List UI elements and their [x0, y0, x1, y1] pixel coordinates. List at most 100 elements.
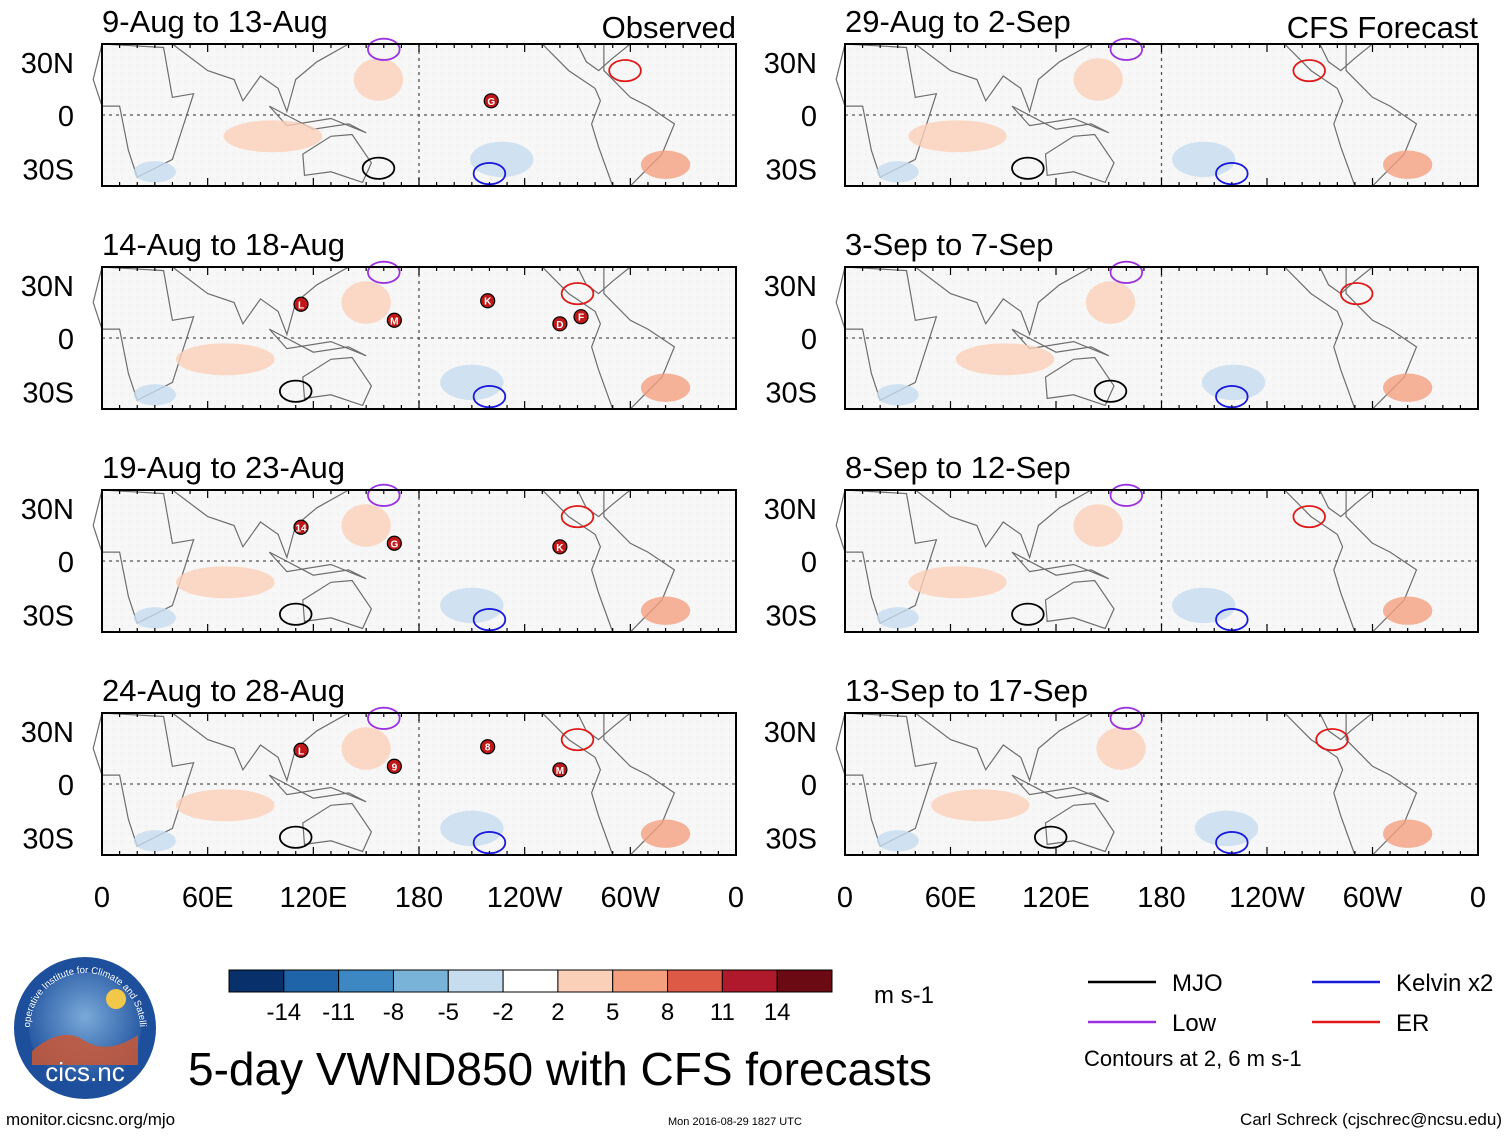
- contour-er: [560, 728, 595, 752]
- storm-marker: 8: [480, 739, 496, 755]
- storm-marker: M: [386, 312, 402, 328]
- anomaly-shading: [640, 819, 691, 848]
- colorbar-swatch: [447, 969, 504, 993]
- contour-note: Contours at 2, 6 m s-1: [1084, 1046, 1302, 1071]
- coastline: [170, 712, 351, 783]
- legend-label: Low: [1172, 1010, 1217, 1037]
- colorbar-label: 14: [764, 999, 791, 1026]
- coastline: [170, 266, 351, 337]
- x-tick-label: 0: [94, 882, 110, 914]
- colorbar-swatch: [612, 969, 669, 993]
- anomaly-shading: [1096, 727, 1146, 770]
- colorbar-label: -5: [438, 999, 459, 1026]
- x-tick-label: 180: [395, 882, 443, 914]
- y-tick-label: 0: [58, 324, 74, 356]
- y-tick-label: 0: [58, 770, 74, 802]
- storm-marker: F: [573, 309, 589, 325]
- x-tick-label: 60E: [182, 882, 234, 914]
- colorbar-swatch: [557, 969, 614, 993]
- anomaly-shading: [1383, 596, 1433, 625]
- coastline: [268, 551, 367, 580]
- y-tick-label: 30S: [765, 154, 817, 186]
- storm-label: F: [578, 313, 584, 324]
- contour-er: [608, 59, 642, 83]
- contour-mjo: [361, 156, 396, 180]
- panel-left-0: G 9-Aug to 13-Aug: [92, 4, 737, 187]
- anomaly-shading: [1172, 587, 1236, 624]
- coastline: [268, 328, 367, 357]
- colorbar-swatch: [776, 969, 833, 993]
- anomaly-shading: [1383, 373, 1433, 402]
- storm-marker: G: [483, 93, 499, 109]
- y-tick-label: 0: [58, 547, 74, 579]
- y-tick-label: 30N: [21, 717, 74, 749]
- anomaly-shading: [1073, 504, 1123, 547]
- cics-logo: Cooperative Institute for Climate and Sa…: [9, 947, 158, 1101]
- colorbar-label: -2: [492, 999, 513, 1026]
- y-tick-label: 30S: [765, 823, 817, 855]
- colorbar-swatch: [228, 969, 285, 993]
- anomaly-shading: [931, 789, 1030, 822]
- storm-label: L: [298, 300, 304, 311]
- coastline: [913, 266, 1094, 337]
- colorbar-label: 8: [661, 999, 674, 1026]
- anomaly-shading: [341, 281, 391, 324]
- storm-marker: M: [552, 762, 568, 778]
- anomaly-shading: [640, 596, 691, 625]
- anomaly-shading: [1172, 141, 1236, 178]
- anomaly-shading: [908, 566, 1007, 599]
- panel-period-title: 14-Aug to 18-Aug: [102, 227, 345, 262]
- colorbar-swatch: [283, 969, 340, 993]
- anomaly-shading: [1194, 810, 1259, 847]
- colorbar-label: -14: [266, 999, 301, 1026]
- x-tick-label: 120W: [1229, 882, 1305, 914]
- contour-low: [1109, 37, 1144, 61]
- coastline: [913, 489, 1094, 560]
- contour-mjo: [278, 602, 313, 626]
- anomaly-shading: [908, 120, 1007, 153]
- storm-marker: K: [480, 293, 496, 309]
- anomaly-shading: [440, 364, 504, 401]
- colorbar-swatch: [721, 969, 778, 993]
- anomaly-shading: [133, 607, 176, 629]
- y-tick-label: 30N: [764, 271, 817, 303]
- anomaly-shading: [1201, 364, 1266, 401]
- anomaly-shading: [133, 384, 176, 406]
- footer-timestamp: Mon 2016-08-29 1827 UTC: [668, 1116, 802, 1128]
- coastline: [170, 43, 351, 114]
- x-tick-label: 0: [728, 882, 744, 914]
- contour-legend: MJO Kelvin x2 Low ER: [1088, 970, 1493, 1037]
- x-tick-label: 0: [837, 882, 853, 914]
- legend-label: Kelvin x2: [1396, 970, 1493, 997]
- x-tick-label: 60W: [1343, 882, 1403, 914]
- storm-marker: L: [293, 742, 309, 758]
- anomaly-shading: [876, 161, 919, 183]
- footer-url[interactable]: monitor.cicsnc.org/mjo: [6, 1110, 176, 1129]
- anomaly-shading: [440, 810, 504, 847]
- x-tick-label: 120E: [1022, 882, 1090, 914]
- y-tick-label: 0: [58, 101, 74, 133]
- anomaly-shading: [175, 343, 275, 376]
- colorbar-swatch: [392, 969, 449, 993]
- legend-label: ER: [1396, 1010, 1429, 1037]
- x-tick-label: 120E: [279, 882, 347, 914]
- panel-right-3: 13-Sep to 17-Sep: [835, 673, 1479, 856]
- contour-low: [1109, 260, 1144, 284]
- storm-label: K: [484, 297, 492, 308]
- panel-left-3: M L 9 8 24-Aug to 28-Aug: [92, 673, 737, 856]
- contour-mjo: [1093, 379, 1128, 403]
- contour-er: [560, 282, 595, 306]
- storm-label: G: [487, 97, 495, 108]
- colorbar-swatch: [338, 969, 394, 993]
- figure-title: 5-day VWND850 with CFS forecasts: [188, 1043, 932, 1095]
- x-tick-label: 60W: [601, 882, 661, 914]
- storm-label: L: [298, 746, 304, 757]
- colorbar-swatch: [502, 969, 559, 993]
- anomaly-shading: [640, 373, 691, 402]
- coastline: [913, 43, 1094, 114]
- header-observed: Observed: [602, 10, 736, 45]
- contour-er: [1292, 59, 1326, 83]
- colorbar-label: 5: [606, 999, 619, 1026]
- storm-marker: D: [552, 316, 568, 332]
